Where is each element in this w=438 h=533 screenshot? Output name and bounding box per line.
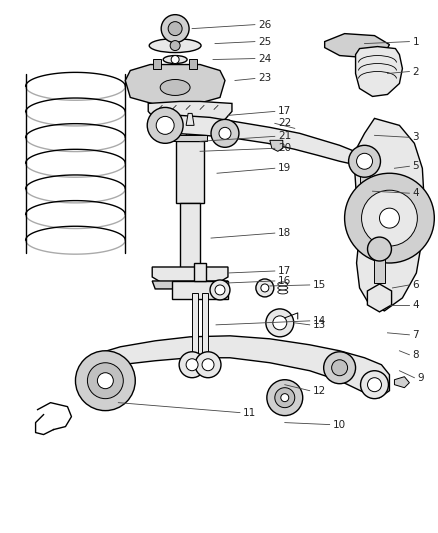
Polygon shape: [270, 140, 283, 151]
Text: 24: 24: [258, 53, 271, 63]
Text: 1: 1: [413, 37, 419, 46]
Text: 18: 18: [278, 228, 291, 238]
Circle shape: [195, 352, 221, 378]
Ellipse shape: [149, 38, 201, 53]
Circle shape: [261, 284, 269, 292]
Text: 2: 2: [413, 67, 419, 77]
Polygon shape: [173, 135, 207, 141]
Polygon shape: [82, 336, 389, 398]
Polygon shape: [150, 116, 361, 165]
Polygon shape: [355, 118, 424, 311]
Circle shape: [211, 119, 239, 147]
Text: 20: 20: [278, 143, 291, 154]
Ellipse shape: [163, 55, 187, 63]
Circle shape: [168, 22, 182, 36]
Circle shape: [349, 146, 381, 177]
Text: 7: 7: [413, 330, 419, 340]
Bar: [360, 171, 370, 191]
Text: 13: 13: [313, 320, 326, 330]
Circle shape: [345, 173, 434, 263]
Circle shape: [273, 316, 287, 330]
Circle shape: [186, 359, 198, 371]
Circle shape: [266, 309, 294, 337]
Text: 9: 9: [417, 373, 424, 383]
Circle shape: [275, 387, 295, 408]
Bar: [194, 263, 206, 281]
Text: 5: 5: [413, 161, 419, 171]
Text: 6: 6: [413, 280, 419, 290]
Polygon shape: [395, 377, 410, 387]
Circle shape: [281, 394, 289, 402]
Circle shape: [161, 15, 189, 43]
Circle shape: [97, 373, 113, 389]
Circle shape: [147, 108, 183, 143]
Text: 8: 8: [413, 350, 419, 360]
Circle shape: [202, 359, 214, 371]
Text: 10: 10: [332, 419, 346, 430]
Polygon shape: [152, 281, 228, 289]
Text: 23: 23: [258, 74, 271, 84]
Bar: [374, 253, 385, 283]
Bar: [186, 125, 194, 141]
Text: 15: 15: [313, 280, 326, 290]
Circle shape: [219, 127, 231, 139]
Circle shape: [361, 190, 417, 246]
Polygon shape: [367, 284, 392, 312]
Circle shape: [75, 351, 135, 410]
Text: 4: 4: [413, 188, 419, 198]
Circle shape: [357, 154, 372, 169]
Polygon shape: [353, 189, 377, 217]
Circle shape: [350, 189, 378, 217]
Bar: [153, 59, 161, 69]
Circle shape: [179, 352, 205, 378]
Circle shape: [88, 363, 124, 399]
Text: 25: 25: [258, 37, 271, 46]
Circle shape: [156, 116, 174, 134]
Circle shape: [379, 208, 399, 228]
Text: 19: 19: [278, 163, 291, 173]
Circle shape: [367, 237, 392, 261]
Bar: [172, 281, 228, 299]
Circle shape: [215, 285, 225, 295]
Polygon shape: [125, 64, 225, 104]
Bar: [192, 293, 198, 365]
Circle shape: [360, 371, 389, 399]
Circle shape: [332, 360, 348, 376]
Text: 11: 11: [243, 408, 256, 418]
Ellipse shape: [160, 79, 190, 95]
Text: 12: 12: [313, 386, 326, 395]
Circle shape: [210, 280, 230, 300]
Ellipse shape: [278, 290, 288, 294]
Circle shape: [170, 41, 180, 51]
Circle shape: [171, 55, 179, 63]
Text: 26: 26: [258, 20, 271, 30]
Text: 21: 21: [278, 131, 291, 141]
Bar: [202, 293, 208, 365]
Ellipse shape: [278, 282, 288, 286]
Text: 17: 17: [278, 107, 291, 116]
Bar: [180, 203, 200, 273]
Circle shape: [367, 378, 381, 392]
Polygon shape: [325, 34, 389, 58]
Polygon shape: [148, 101, 232, 125]
Text: 17: 17: [278, 266, 291, 276]
Bar: [176, 141, 204, 203]
Text: 3: 3: [413, 132, 419, 142]
Text: 16: 16: [278, 276, 291, 286]
Polygon shape: [186, 114, 194, 125]
Circle shape: [324, 352, 356, 384]
Polygon shape: [152, 267, 228, 283]
Circle shape: [267, 379, 303, 416]
Ellipse shape: [278, 286, 288, 290]
Circle shape: [256, 279, 274, 297]
Text: 22: 22: [278, 118, 291, 128]
Text: 14: 14: [313, 316, 326, 326]
Polygon shape: [356, 46, 403, 96]
Bar: [189, 59, 197, 69]
Text: 4: 4: [413, 300, 419, 310]
